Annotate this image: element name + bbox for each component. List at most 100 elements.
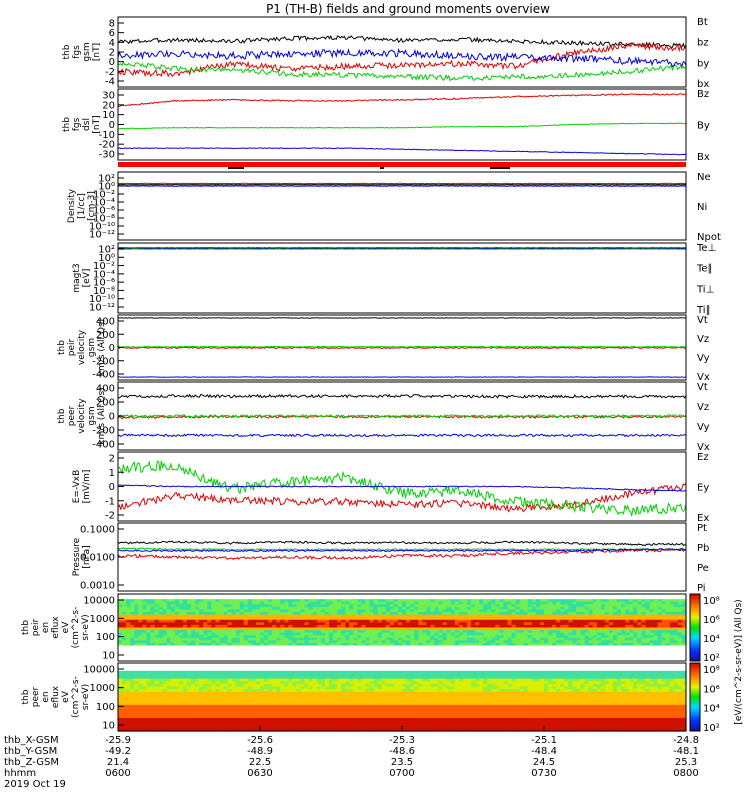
spectrogram-cell [462,594,468,598]
spectrogram-cell [681,599,687,603]
spectrogram-cell [418,601,423,605]
spectrogram-cell [422,630,427,634]
spectrogram-cell [389,637,395,641]
spectrogram-cell [499,627,505,631]
spectrogram-cell [641,604,647,608]
spectrogram-cell [320,612,326,616]
spectrogram-cell [255,635,261,639]
spectrogram-cell [438,658,444,662]
spectrogram-cell [560,617,565,621]
spectrogram-cell [503,668,509,672]
spectrogram-cell [393,614,399,618]
spectrogram-cell [158,622,164,626]
spectrogram-cell [158,640,164,644]
spectrogram-cell [312,635,318,639]
spectrogram-cell [556,668,561,672]
spectrogram-cell [673,668,679,672]
spectrogram-cell [479,630,484,634]
spectrogram-cell [300,673,306,677]
spectrogram-cell [576,630,582,634]
spectrogram-cell [280,670,285,675]
spectrogram-cell [292,640,298,644]
spectrogram-cell [519,637,525,641]
spectrogram-cell [268,601,273,605]
spectrogram-cell [377,642,383,647]
spectrogram-cell [677,596,683,600]
spectrogram-cell [665,653,671,657]
spectrogram-cell [369,642,375,647]
legend-Vz: Vz [697,334,709,345]
spectrogram-cell [203,658,208,662]
spectrogram-cell [130,606,135,611]
spectrogram-cell [191,637,196,641]
spectrogram-cell [231,663,237,667]
spectrogram-cell [260,665,265,669]
spectrogram-cell [333,594,338,598]
series-By-line [117,122,687,130]
spectrogram-cell [418,637,423,641]
spectrogram-cell [499,622,505,626]
spectrogram-cell [134,655,139,660]
spectrogram-cell [219,609,225,613]
spectrogram-cell [264,614,269,618]
spectrogram-cell [251,655,257,660]
spectrogram-cell [673,632,679,636]
spectrogram-cell [134,663,139,667]
spectrogram-cell [170,665,176,669]
spectrogram-cell [422,673,427,677]
spectrogram-cell [158,655,164,660]
spectrogram-cell [446,658,452,662]
spectrogram-cell [657,599,663,603]
spectrogram-cell [588,619,594,623]
spectrogram-cell [389,604,395,608]
spectrogram-cell [406,599,411,603]
spectrogram-cell [475,635,480,639]
spectrogram-cell [592,653,598,657]
spectrogram-cell [483,655,488,660]
spectrogram-cell [487,609,492,613]
spectrogram-cell [219,614,225,618]
colorbar-tick-label: 10⁸ [703,596,720,607]
spectrogram-cell [304,653,310,657]
spectrogram-cell [491,630,496,634]
spectrogram-cell [544,645,549,649]
spectrogram-cell [552,609,557,613]
spectrogram-cell [483,632,488,636]
spectrogram-cell [507,635,513,639]
spectrogram-cell [418,609,423,613]
spectrogram-cell [337,624,342,629]
spectrogram-cell [580,630,586,634]
spectrogram-cell [381,622,387,626]
spectrogram-cell [288,599,294,603]
spectrogram-cell [150,650,156,654]
spectrogram-cell [665,635,671,639]
spectrogram-cell [544,609,549,613]
spectrogram-cell [523,604,529,608]
spectrogram-cell [345,614,350,618]
spectrogram-cell [548,640,553,644]
spectrogram-cell [357,650,363,654]
spectrogram-cell [527,617,533,621]
spectrogram-cell [592,599,598,603]
spectrogram-cell [260,614,265,618]
spectrogram-cell [166,601,172,605]
spectrogram-cell [308,673,314,677]
spectrogram-cell [442,658,448,662]
spectrogram-cell [531,612,537,616]
spectrogram-cell [665,637,671,641]
spectrogram-cell [629,653,634,657]
spectrogram-cell [519,622,525,626]
spectrogram-cell [564,614,569,618]
spectrogram-cell [608,619,614,623]
spectrogram-cell [320,655,326,660]
spectrogram-cell [475,637,480,641]
spectrogram-cell [560,609,565,613]
spectrogram-cell [365,648,371,652]
spectrogram-cell [519,601,525,605]
spectrogram-cell [357,655,363,660]
spectrogram-cell [381,601,387,605]
spectrogram-cell [369,658,375,662]
spectrogram-cell [308,640,314,644]
spectrogram-cell [491,596,496,600]
spectrogram-cell [446,627,452,631]
